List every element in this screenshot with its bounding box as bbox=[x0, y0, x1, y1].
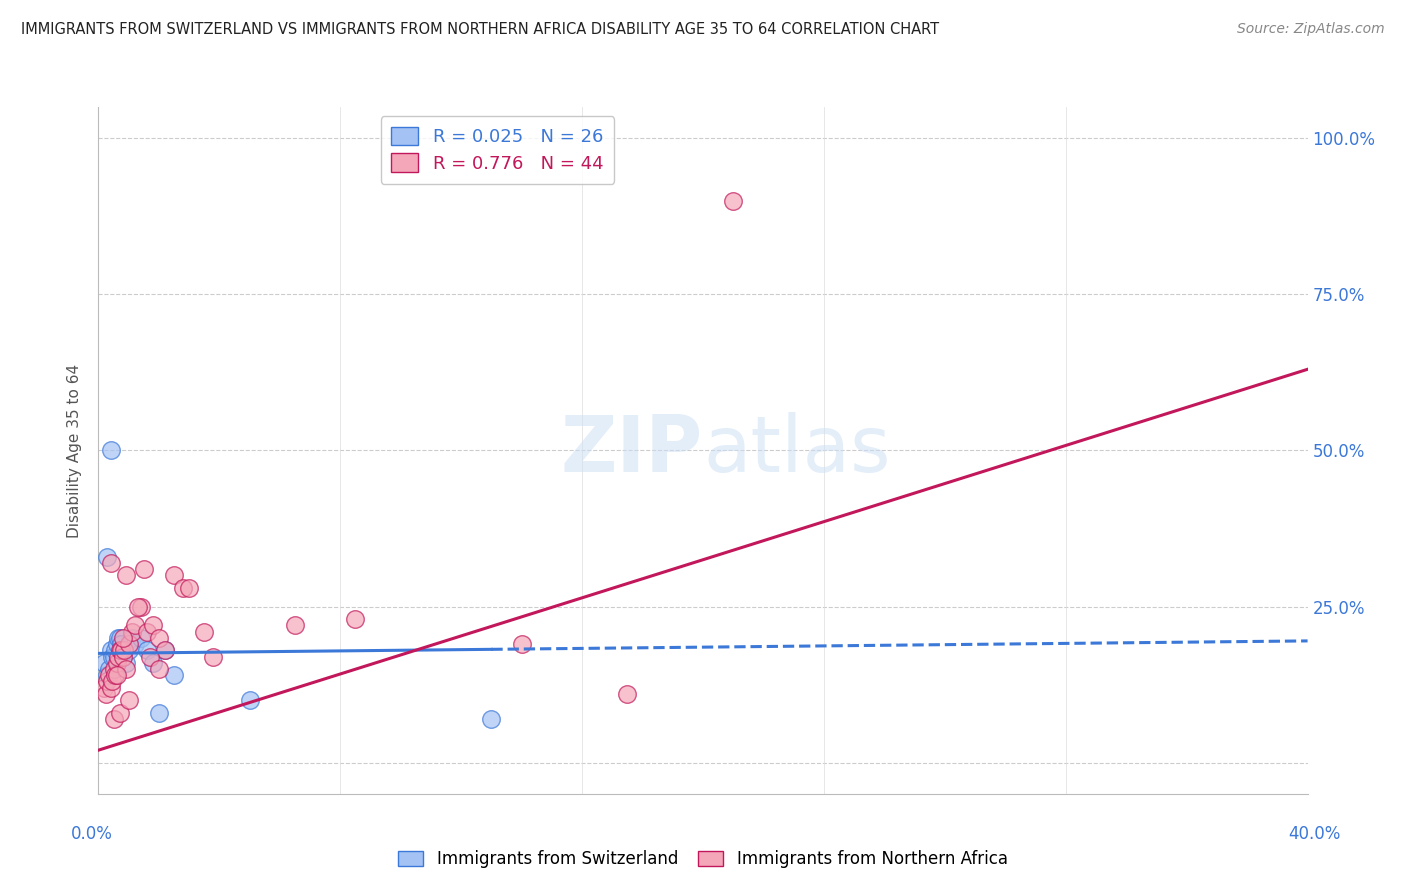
Point bbox=[93, 681, 115, 695]
Point bbox=[104, 643, 127, 657]
Point bbox=[163, 568, 186, 582]
Text: atlas: atlas bbox=[703, 412, 890, 489]
Point bbox=[118, 693, 141, 707]
Point bbox=[100, 681, 122, 695]
Point bbox=[139, 649, 162, 664]
Point bbox=[96, 674, 118, 689]
Point bbox=[127, 599, 149, 614]
Point bbox=[110, 643, 132, 657]
Text: 0.0%: 0.0% bbox=[70, 825, 112, 843]
Point bbox=[510, 637, 533, 651]
Point bbox=[94, 687, 117, 701]
Point bbox=[93, 656, 115, 670]
Point bbox=[193, 624, 215, 639]
Point bbox=[107, 631, 129, 645]
Point bbox=[284, 618, 307, 632]
Point bbox=[103, 649, 125, 664]
Point bbox=[108, 643, 131, 657]
Legend: Immigrants from Switzerland, Immigrants from Northern Africa: Immigrants from Switzerland, Immigrants … bbox=[392, 844, 1014, 875]
Point bbox=[114, 656, 136, 670]
Point bbox=[153, 643, 176, 657]
Text: 40.0%: 40.0% bbox=[1288, 825, 1341, 843]
Point bbox=[96, 668, 118, 682]
Point bbox=[179, 581, 201, 595]
Point bbox=[616, 687, 638, 701]
Text: Source: ZipAtlas.com: Source: ZipAtlas.com bbox=[1237, 22, 1385, 37]
Point bbox=[121, 631, 143, 645]
Point bbox=[129, 631, 152, 645]
Point bbox=[118, 643, 141, 657]
Point bbox=[112, 643, 135, 657]
Point bbox=[101, 649, 124, 664]
Point bbox=[111, 649, 134, 664]
Point bbox=[132, 562, 155, 576]
Point bbox=[121, 624, 143, 639]
Point bbox=[202, 649, 225, 664]
Point bbox=[135, 643, 157, 657]
Point bbox=[101, 674, 124, 689]
Point bbox=[103, 662, 125, 676]
Point bbox=[124, 618, 146, 632]
Point bbox=[118, 637, 141, 651]
Point bbox=[129, 599, 152, 614]
Point bbox=[96, 549, 118, 564]
Point bbox=[105, 668, 128, 682]
Point bbox=[105, 656, 128, 670]
Point bbox=[108, 706, 131, 720]
Point bbox=[114, 568, 136, 582]
Point bbox=[148, 631, 170, 645]
Point bbox=[104, 668, 127, 682]
Point bbox=[114, 662, 136, 676]
Point bbox=[135, 624, 157, 639]
Point bbox=[124, 637, 146, 651]
Point bbox=[100, 643, 122, 657]
Point bbox=[142, 618, 165, 632]
Legend: R = 0.025   N = 26, R = 0.776   N = 44: R = 0.025 N = 26, R = 0.776 N = 44 bbox=[381, 116, 614, 184]
Point bbox=[108, 631, 131, 645]
Point bbox=[110, 637, 132, 651]
Point bbox=[172, 581, 194, 595]
Point bbox=[103, 712, 125, 726]
Text: ZIP: ZIP bbox=[561, 412, 703, 489]
Text: IMMIGRANTS FROM SWITZERLAND VS IMMIGRANTS FROM NORTHERN AFRICA DISABILITY AGE 35: IMMIGRANTS FROM SWITZERLAND VS IMMIGRANT… bbox=[21, 22, 939, 37]
Point bbox=[107, 649, 129, 664]
Point bbox=[100, 443, 122, 458]
Point bbox=[153, 643, 176, 657]
Point bbox=[98, 668, 121, 682]
Point bbox=[481, 712, 503, 726]
Point bbox=[111, 631, 134, 645]
Point bbox=[163, 668, 186, 682]
Point bbox=[723, 194, 745, 208]
Point bbox=[148, 706, 170, 720]
Point bbox=[148, 662, 170, 676]
Point bbox=[344, 612, 367, 626]
Point bbox=[142, 656, 165, 670]
Point bbox=[98, 662, 121, 676]
Point bbox=[111, 649, 134, 664]
Point bbox=[239, 693, 262, 707]
Point bbox=[100, 556, 122, 570]
Y-axis label: Disability Age 35 to 64: Disability Age 35 to 64 bbox=[67, 363, 83, 538]
Point bbox=[105, 637, 128, 651]
